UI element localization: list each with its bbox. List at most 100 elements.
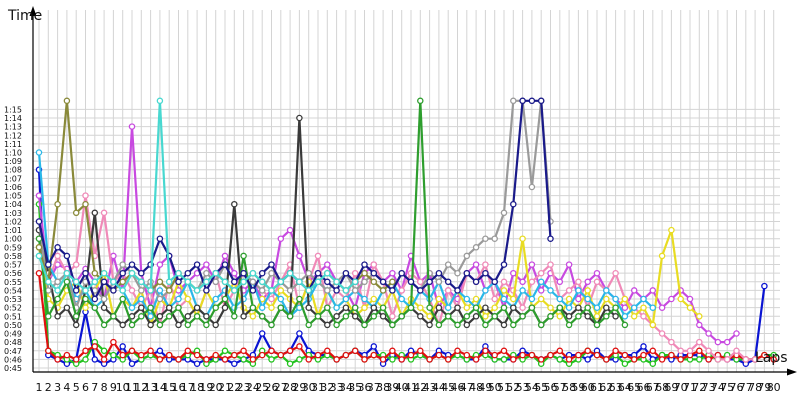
data-point (128, 321, 136, 329)
data-point (119, 351, 126, 359)
data-point (556, 295, 564, 303)
data-point (72, 287, 80, 294)
series-line (37, 99, 626, 326)
data-point (565, 313, 573, 320)
data-point (491, 313, 498, 320)
x-tick-label: 14 (153, 381, 167, 394)
data-point (389, 313, 396, 320)
data-point (165, 304, 173, 311)
data-point (221, 252, 229, 260)
x-tick-label: 18 (190, 381, 204, 394)
data-point (231, 313, 238, 320)
data-point (138, 278, 145, 286)
data-point (370, 304, 378, 311)
x-tick-label: 24 (246, 381, 260, 394)
data-point (82, 269, 89, 277)
data-point (510, 321, 517, 329)
data-point (472, 278, 480, 286)
x-tick-label: 15 (162, 381, 176, 394)
data-point (621, 351, 629, 359)
data-point (203, 313, 210, 320)
data-point (351, 347, 359, 355)
data-point (35, 269, 43, 277)
data-point (175, 269, 182, 277)
x-tick-label: 49 (478, 381, 492, 394)
data-point (612, 295, 619, 303)
data-point (314, 313, 322, 320)
data-point (296, 343, 303, 350)
data-point (138, 304, 145, 311)
data-point (705, 347, 712, 355)
data-point (510, 97, 517, 105)
data-point (435, 304, 443, 311)
data-point (547, 304, 554, 311)
data-point (193, 313, 201, 320)
data-point (240, 347, 247, 355)
x-tick-label: 43 (423, 381, 437, 394)
data-point (547, 287, 554, 294)
y-tick-label: 1:02 (4, 217, 22, 226)
data-point (621, 304, 629, 311)
y-tick-label: 0:46 (4, 355, 22, 364)
data-point (305, 287, 312, 294)
data-point (156, 287, 164, 294)
data-point (537, 97, 545, 105)
x-tick-label: 45 (441, 381, 455, 394)
data-point (128, 261, 136, 268)
x-tick-label: 68 (655, 381, 669, 394)
data-point (370, 295, 378, 303)
series-line (37, 194, 756, 361)
y-tick-label: 1:12 (4, 131, 22, 140)
data-point (156, 278, 164, 286)
data-point (54, 252, 61, 260)
data-point (240, 278, 247, 286)
x-tick-label: 78 (748, 381, 762, 394)
data-point (640, 313, 647, 320)
data-point (584, 356, 591, 363)
x-tick-label: 76 (730, 381, 744, 394)
x-tick-label: 1 (36, 381, 43, 394)
data-point (35, 235, 43, 242)
data-point (54, 295, 61, 303)
data-point (491, 295, 498, 303)
data-point (723, 356, 731, 363)
y-tick-label: 1:04 (4, 200, 22, 209)
x-tick-label: 20 (209, 381, 223, 394)
data-point (491, 304, 498, 311)
data-point (72, 321, 80, 329)
data-point (268, 287, 275, 294)
data-point (221, 295, 229, 303)
data-point (333, 356, 340, 363)
x-tick-label: 35 (348, 381, 362, 394)
data-point (82, 347, 89, 355)
y-tick-label: 1:13 (4, 123, 22, 132)
data-point (537, 287, 545, 294)
x-tick-label: 2 (45, 381, 52, 394)
data-point (249, 278, 257, 286)
data-point (658, 252, 666, 260)
data-point (193, 287, 201, 294)
data-point (761, 282, 768, 290)
data-point (314, 252, 322, 260)
data-point (556, 278, 564, 286)
data-point (463, 321, 471, 329)
data-point (398, 295, 405, 303)
data-point (212, 304, 219, 311)
axes (29, 6, 797, 376)
data-point (100, 295, 108, 303)
data-point (379, 356, 387, 363)
data-point (296, 330, 303, 337)
data-point (333, 287, 340, 294)
data-point (658, 304, 666, 311)
data-point (389, 321, 396, 329)
data-point (751, 356, 759, 363)
data-point (696, 356, 703, 363)
data-point (528, 351, 536, 359)
y-tick-label: 1:05 (4, 192, 22, 201)
data-point (593, 351, 601, 359)
data-point (258, 269, 266, 277)
data-point (156, 97, 164, 105)
data-point (286, 360, 294, 367)
data-point (472, 295, 480, 303)
data-point (286, 313, 294, 320)
